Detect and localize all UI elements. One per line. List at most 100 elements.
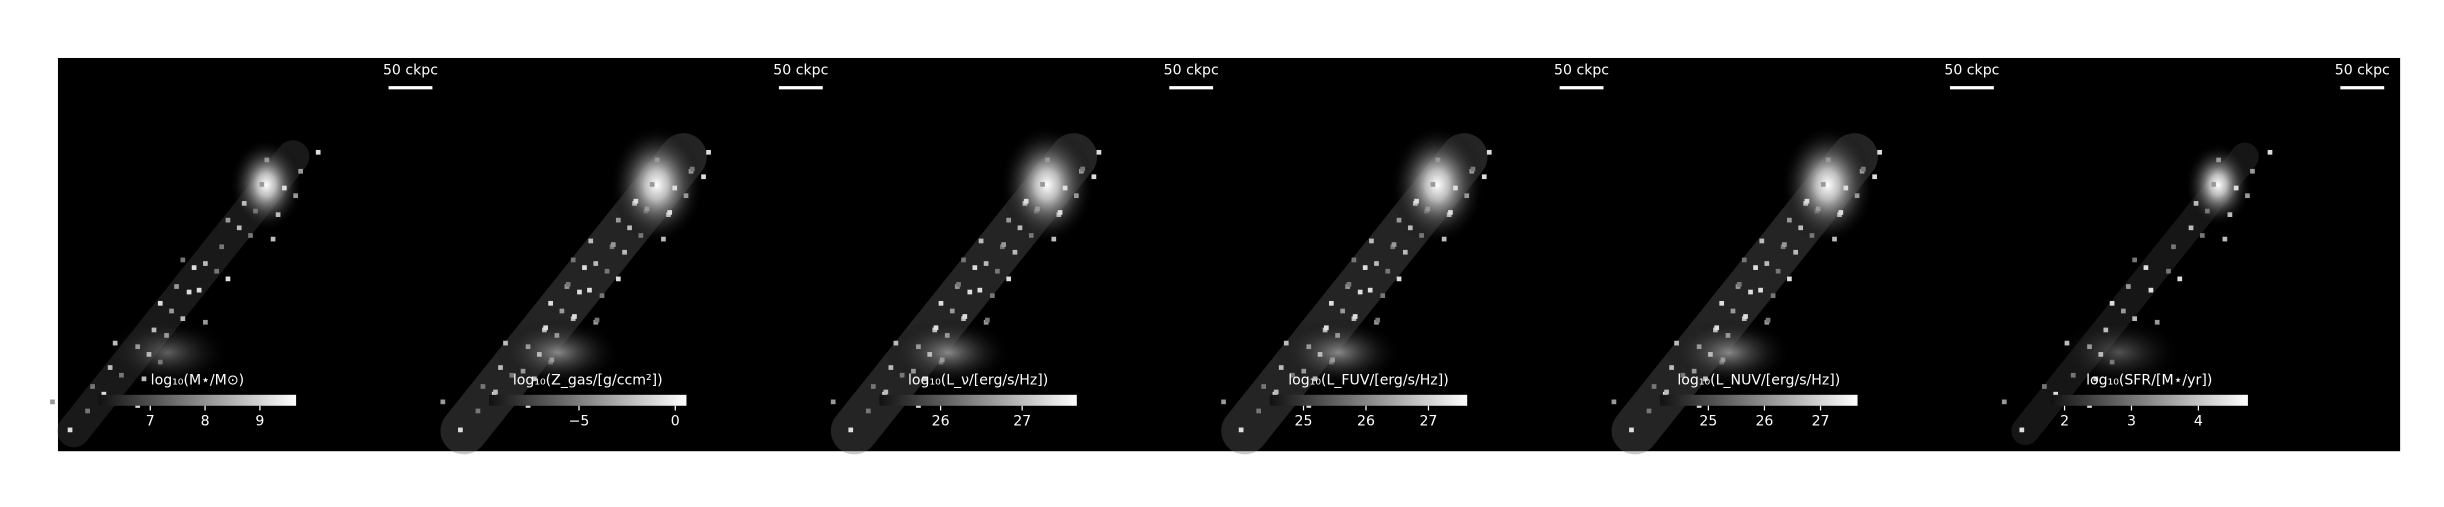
pixel: [990, 293, 995, 298]
pixel: [2132, 316, 2137, 322]
pixel: [1646, 408, 1652, 414]
colorbar-tick-label: 9: [255, 413, 264, 429]
colorbar-label: log₁₀(M⋆/M⊙): [151, 373, 244, 389]
pixel: [865, 408, 871, 414]
pixel: [2053, 391, 2059, 397]
pixel: [2132, 257, 2137, 263]
pixel: [594, 317, 600, 323]
pixel: [509, 372, 515, 378]
pixel: [2227, 212, 2233, 217]
pixel: [2267, 149, 2273, 155]
halo: [1666, 318, 1792, 387]
pixel: [2177, 276, 2183, 282]
pixel: [870, 384, 876, 389]
pixel: [186, 289, 192, 295]
pixel: [298, 168, 303, 174]
pixel: [2204, 208, 2210, 214]
scale-bar-label: 50 ckpc: [1554, 63, 1609, 79]
galaxy-core: [1780, 125, 1875, 245]
scale-bar-label: 50 ckpc: [383, 63, 438, 79]
pixel: [2042, 384, 2047, 389]
pixel: [622, 249, 627, 255]
pixel: [1820, 182, 1826, 187]
pixel: [1028, 233, 1034, 238]
pixel: [1703, 376, 1708, 382]
pixel: [1793, 249, 1799, 255]
pixel: [2222, 236, 2228, 242]
pixel: [893, 340, 899, 346]
pixel: [1374, 261, 1379, 266]
pixel: [191, 265, 197, 270]
colorbar-tick-label: 27: [1812, 413, 1830, 429]
pixel: [1040, 182, 1045, 187]
pixel: [498, 365, 503, 370]
pixel: [2143, 265, 2149, 270]
pixel: [50, 399, 55, 405]
pixel: [615, 217, 621, 223]
pixel: [1669, 365, 1674, 370]
pixel: [1787, 276, 1792, 282]
pixel: [2211, 182, 2216, 187]
pixel: [1419, 233, 1424, 238]
pixel: [967, 289, 973, 295]
pixel: [1725, 333, 1731, 338]
pixel: [588, 238, 594, 244]
pixel: [1256, 408, 1262, 414]
pixel: [241, 201, 247, 206]
pixel: [203, 261, 208, 266]
pixel: [112, 340, 118, 346]
pixel: [1278, 365, 1284, 370]
pixel: [593, 261, 599, 266]
pixel: [701, 174, 706, 180]
pixel: [2109, 300, 2115, 306]
colorbar-tick-label: 25: [1295, 413, 1313, 429]
pixel: [683, 193, 689, 199]
colorbar: [1660, 394, 1858, 406]
pixel: [2154, 319, 2160, 325]
pixel: [180, 316, 186, 322]
pixel: [537, 352, 542, 357]
pixel: [1719, 300, 1725, 306]
scale-bar-label: 50 ckpc: [773, 63, 828, 79]
pixel: [1775, 268, 1781, 274]
pixel: [916, 344, 921, 350]
pixel: [1736, 282, 1742, 287]
pixel: [627, 225, 632, 231]
colorbar-tick-label: 27: [1419, 413, 1437, 429]
pixel: [1352, 314, 1358, 319]
halo: [495, 318, 621, 387]
pixel: [1877, 149, 1882, 155]
pixel: [582, 265, 587, 270]
pixel: [1441, 236, 1447, 242]
pixel: [2001, 399, 2007, 405]
pixel: [315, 149, 321, 155]
pixel: [2245, 193, 2250, 199]
pixel: [493, 389, 498, 395]
pixel: [1770, 293, 1776, 298]
pixel: [1273, 389, 1279, 395]
pixel: [938, 300, 944, 306]
pixel: [1680, 372, 1686, 378]
pixel: [672, 185, 678, 191]
pixel: [899, 372, 905, 378]
pixel: [248, 233, 253, 238]
pixel: [1035, 206, 1040, 212]
pixel: [2250, 168, 2255, 174]
pixel: [543, 325, 548, 331]
pixel: [587, 287, 592, 293]
colorbar-tick-label: 26: [1357, 413, 1375, 429]
pixel: [649, 182, 655, 187]
pixel: [85, 408, 90, 414]
pixel: [1611, 399, 1617, 405]
colorbar-tick-label: 8: [201, 413, 210, 429]
pixel: [706, 149, 711, 155]
colorbar: [879, 394, 1077, 406]
pixel: [1023, 198, 1029, 204]
pixel: [944, 333, 950, 338]
pixel: [151, 327, 157, 333]
pixel: [559, 308, 565, 314]
pixel: [531, 376, 537, 382]
pixel: [1448, 210, 1453, 215]
colorbar-tick-label: 3: [2127, 413, 2136, 429]
